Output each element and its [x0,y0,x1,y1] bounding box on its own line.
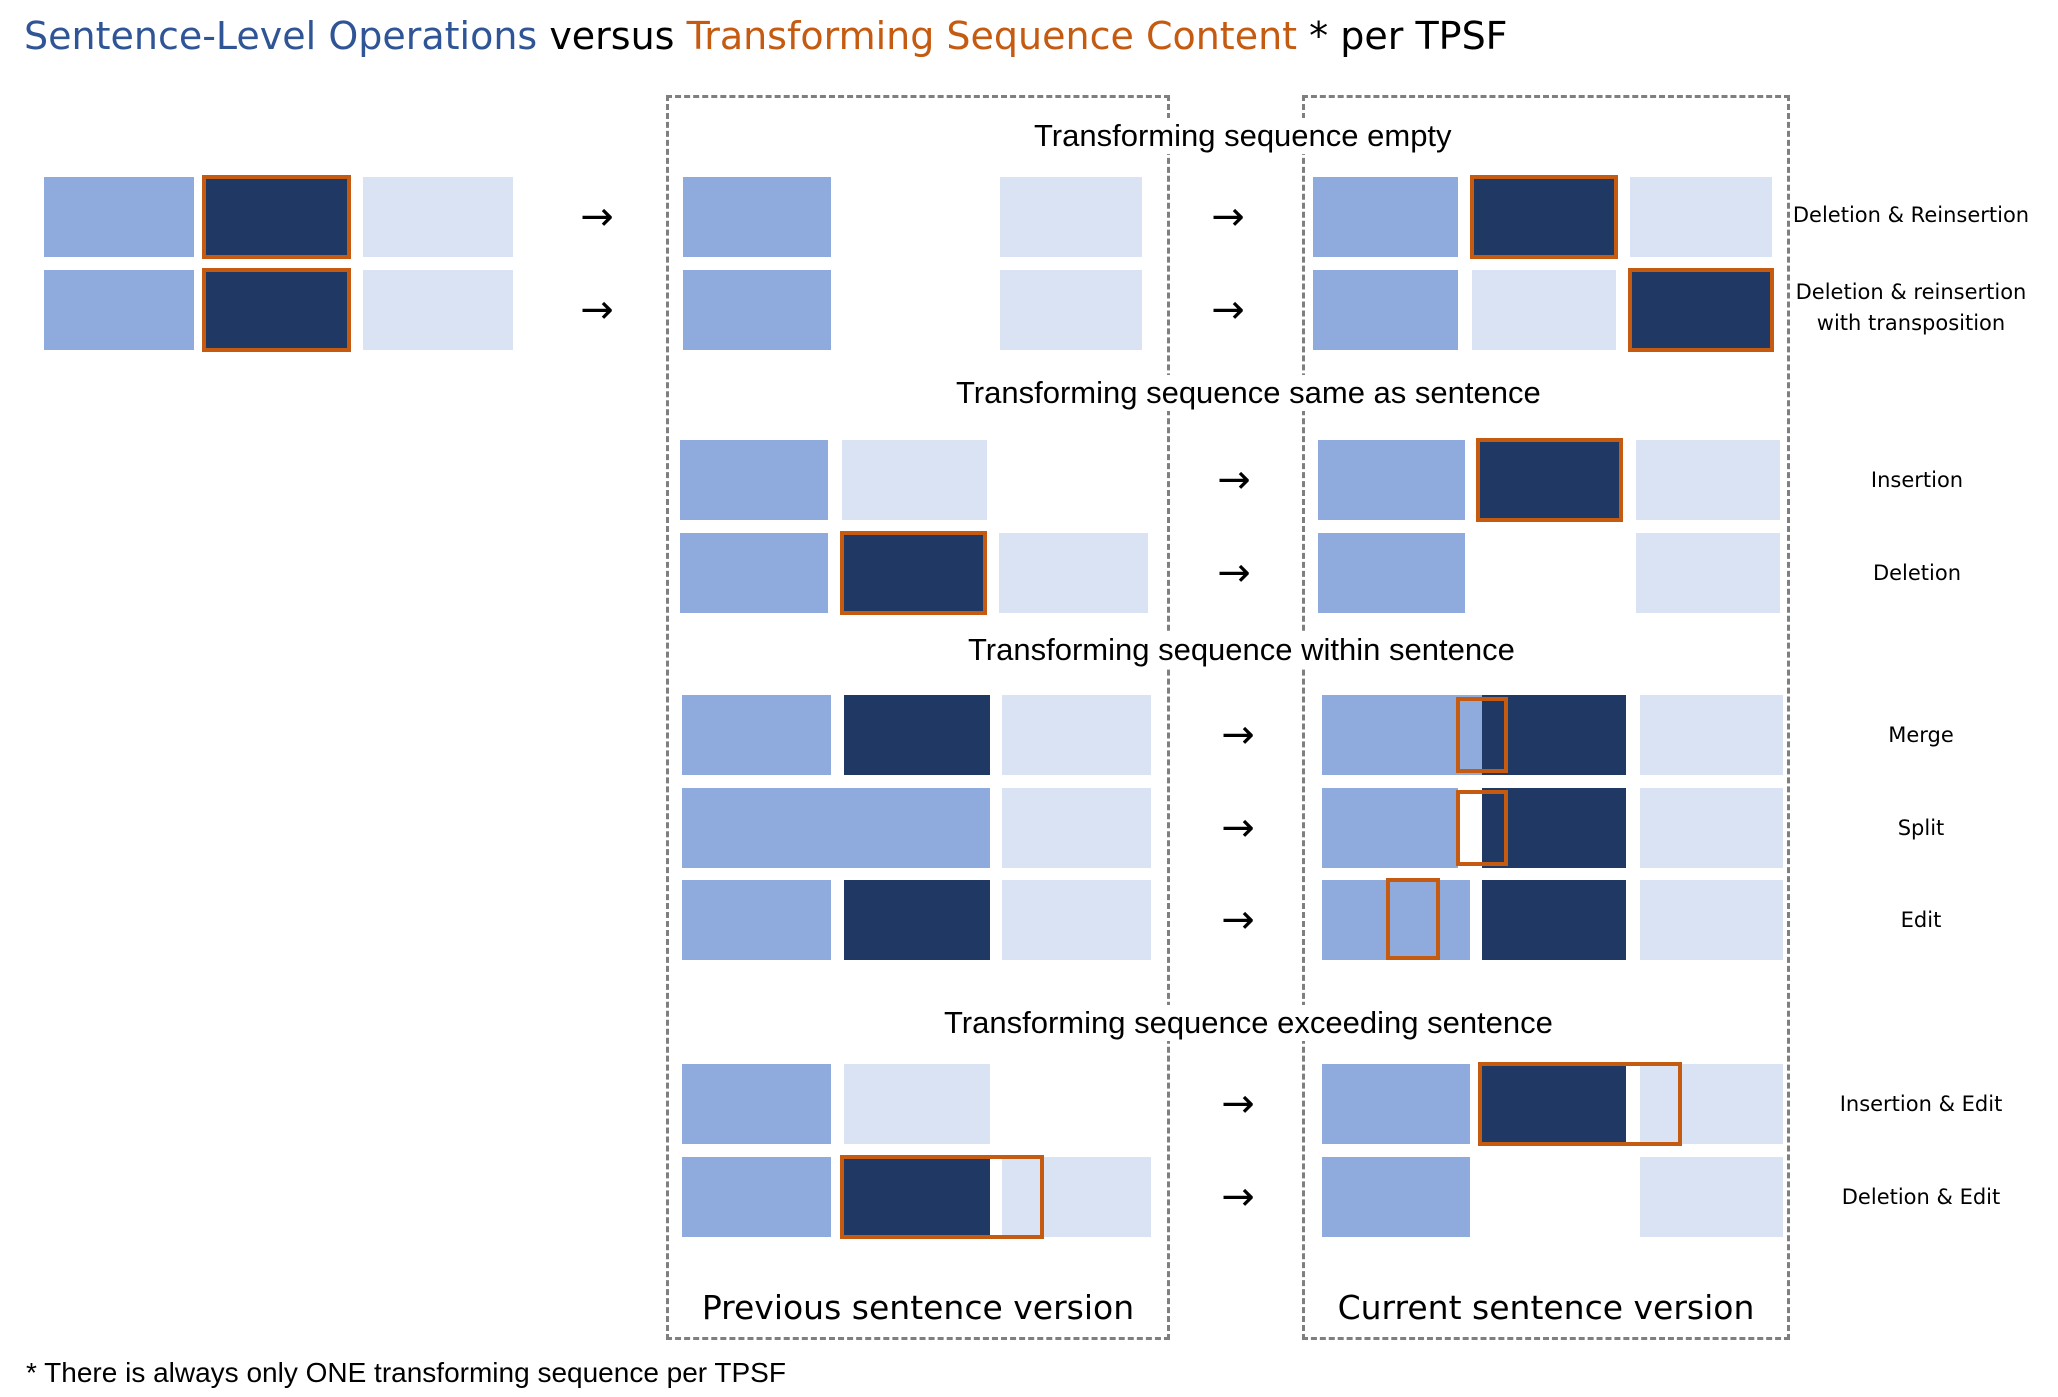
transforming-sequence-highlight [1476,438,1623,522]
sentence-block [1472,177,1616,257]
transforming-sequence-highlight [1628,268,1774,352]
sentence-block [682,1157,831,1237]
sentence-block [1640,788,1783,868]
current-version-caption: Current sentence version [1337,1288,1755,1327]
sentence-block [1322,788,1458,868]
arrow-icon: → [1221,805,1255,851]
transforming-sequence-highlight [1456,697,1508,773]
arrow-icon: → [1211,287,1245,333]
sentence-block [1313,177,1458,257]
arrow-icon: → [1217,457,1251,503]
sentence-block [363,177,513,257]
transforming-sequence-highlight [202,268,351,352]
sentence-block [1472,270,1616,350]
sentence-block [1478,440,1621,520]
sentence-block [844,1157,990,1237]
operation-label-edit: Edit [1900,908,1942,932]
transforming-sequence-highlight [840,531,987,615]
sentence-block [1002,1157,1151,1237]
sentence-block [999,533,1148,613]
previous-version-box [666,95,1170,1340]
sentence-block [204,270,349,350]
sentence-block [683,270,831,350]
sentence-block [680,533,828,613]
sentence-block [1482,880,1626,960]
title-sentence-level: Sentence-Level Operations [24,14,538,58]
sentence-block [1002,880,1151,960]
sentence-block [1640,695,1783,775]
transforming-sequence-highlight [202,175,351,259]
arrow-icon: → [580,194,614,240]
sentence-block [1636,533,1780,613]
sentence-block [1632,270,1772,350]
sentence-block [682,880,831,960]
sentence-block [1000,177,1142,257]
operation-label-deletion-reinsertion: Deletion & Reinsertion [1792,203,2030,227]
operation-label-split: Split [1897,816,1945,840]
sentence-block [683,177,831,257]
sentence-block [1482,1064,1626,1144]
sentence-block [1002,788,1151,868]
transforming-sequence-highlight [840,1155,1044,1239]
sentence-block [1640,1064,1783,1144]
sentence-block [842,533,985,613]
figure-title: Sentence-Level Operations versus Transfo… [24,14,1508,58]
sentence-block [44,270,194,350]
sentence-block [1322,695,1482,775]
section-heading-empty-text: Transforming sequence empty [1028,118,1458,154]
sentence-block [1630,177,1772,257]
sentence-block [1313,270,1458,350]
title-versus: versus [537,14,687,58]
label-line: Deletion & reinsertion [1795,280,2027,304]
sentence-block [1002,695,1151,775]
arrow-icon: → [1221,712,1255,758]
operation-label-deletion-edit: Deletion & Edit [1841,1185,2001,1209]
arrow-icon: → [1211,194,1245,240]
transforming-sequence-highlight [1456,790,1508,866]
arrow-icon: → [1221,1081,1255,1127]
sentence-block [1318,533,1465,613]
previous-version-caption: Previous sentence version [701,1288,1135,1327]
footnote: * There is always only ONE transforming … [26,1357,786,1388]
sentence-block [1640,1157,1783,1237]
operation-label-merge: Merge [1888,723,1954,747]
sentence-block [1000,270,1142,350]
transforming-sequence-highlight [1470,175,1618,259]
sentence-block [682,788,990,868]
arrow-icon: → [1221,1174,1255,1220]
title-transforming-sequence: Transforming Sequence Content [686,14,1298,58]
section-heading-same: Transforming sequence same as sentence [950,375,1547,411]
current-version-box [1302,95,1790,1340]
sentence-block [1636,440,1780,520]
title-per-tpsf: * per TPSF [1297,14,1508,58]
arrow-icon: → [1217,550,1251,596]
transforming-sequence-highlight [1386,878,1440,960]
operation-label-insertion: Insertion [1870,468,1964,492]
sentence-block [44,177,194,257]
section-heading-exceeding: Transforming sequence exceeding sentence [938,1005,1559,1041]
label-line: with transposition [1816,311,2006,335]
sentence-block [1318,440,1465,520]
sentence-block [680,440,828,520]
sentence-block [204,177,349,257]
sentence-block [844,880,990,960]
sentence-block [844,695,990,775]
operation-label-insertion-edit: Insertion & Edit [1839,1092,2003,1116]
arrow-icon: → [580,287,614,333]
arrow-icon: → [1221,897,1255,943]
sentence-block [1640,880,1783,960]
sentence-block [363,270,513,350]
sentence-block [682,1064,831,1144]
sentence-block [842,440,987,520]
operation-label-deletion-reinsertion-transposition: Deletion & reinsertion with transpositio… [1766,277,2056,339]
sentence-block [844,1064,990,1144]
transforming-sequence-highlight [1478,1062,1682,1146]
sentence-block [1322,880,1470,960]
sentence-block [682,695,831,775]
operation-label-deletion: Deletion [1872,561,1962,585]
section-heading-within: Transforming sequence within sentence [962,632,1521,668]
sentence-block [1322,1157,1470,1237]
sentence-block [1322,1064,1470,1144]
